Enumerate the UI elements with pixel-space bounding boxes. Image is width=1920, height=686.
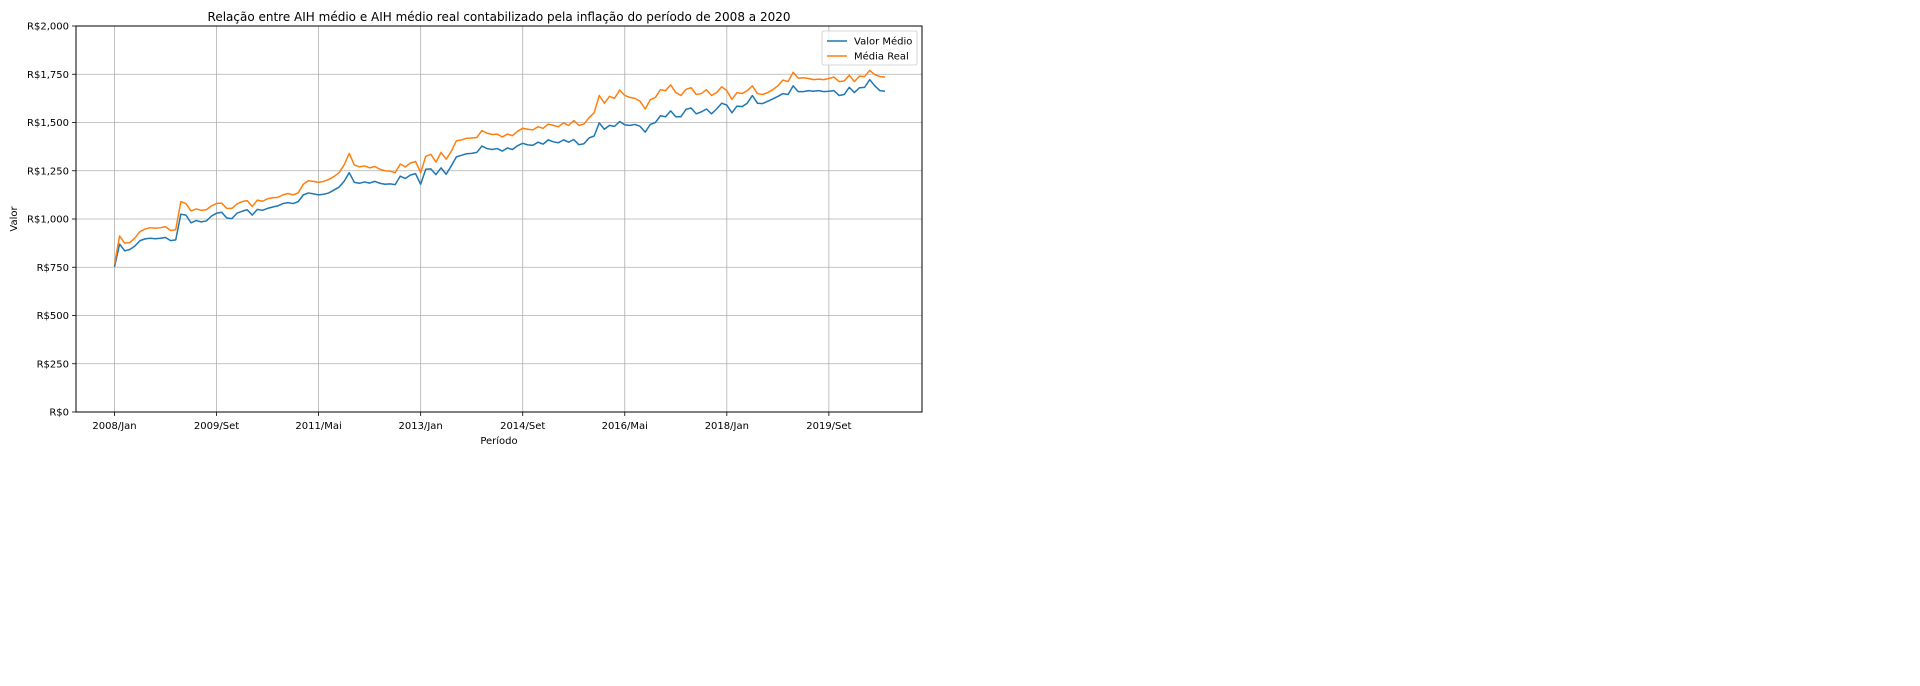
legend-label: Valor Médio bbox=[854, 36, 912, 48]
y-tick-label: R$250 bbox=[37, 359, 69, 370]
y-tick-label: R$750 bbox=[37, 263, 69, 274]
x-tick-label: 2008/Jan bbox=[92, 421, 136, 432]
legend: Valor Médio Média Real bbox=[821, 30, 918, 66]
chart-title: Relação entre AIH médio e AIH médio real… bbox=[208, 10, 791, 24]
y-tick-label: R$1,500 bbox=[27, 118, 69, 129]
y-tick-label: R$1,250 bbox=[27, 166, 69, 177]
y-tick-label: R$1,750 bbox=[27, 70, 69, 81]
x-tick-label: 2009/Set bbox=[194, 421, 239, 432]
x-tick-label: 2019/Set bbox=[806, 421, 851, 432]
x-tick-label: 2011/Mai bbox=[295, 421, 341, 432]
y-axis: R$0 R$250 R$500 R$750 R$1,000 R$1,250 R$1,500 R… bbox=[27, 22, 76, 419]
y-tick-label: R$0 bbox=[49, 408, 69, 419]
y-tick-label: R$500 bbox=[37, 311, 69, 322]
x-tick-label: 2013/Jan bbox=[399, 421, 443, 432]
x-tick-label: 2014/Set bbox=[500, 421, 545, 432]
series-lines bbox=[113, 69, 886, 268]
x-tick-label: 2016/Mai bbox=[602, 421, 648, 432]
legend-label: Média Real bbox=[854, 51, 909, 63]
y-axis-title: Valor bbox=[9, 206, 20, 232]
x-axis: 2008/Jan 2009/Set 2011/Mai 2013/Jan 2014/Set… bbox=[92, 412, 852, 432]
series-line-media-real bbox=[113, 69, 886, 265]
series-line-valor-medio bbox=[113, 78, 886, 268]
y-tick-label: R$1,000 bbox=[27, 215, 69, 226]
x-axis-title: Período bbox=[480, 435, 517, 447]
y-tick-label: R$2,000 bbox=[27, 22, 69, 33]
x-tick-label: 2018/Jan bbox=[705, 421, 749, 432]
